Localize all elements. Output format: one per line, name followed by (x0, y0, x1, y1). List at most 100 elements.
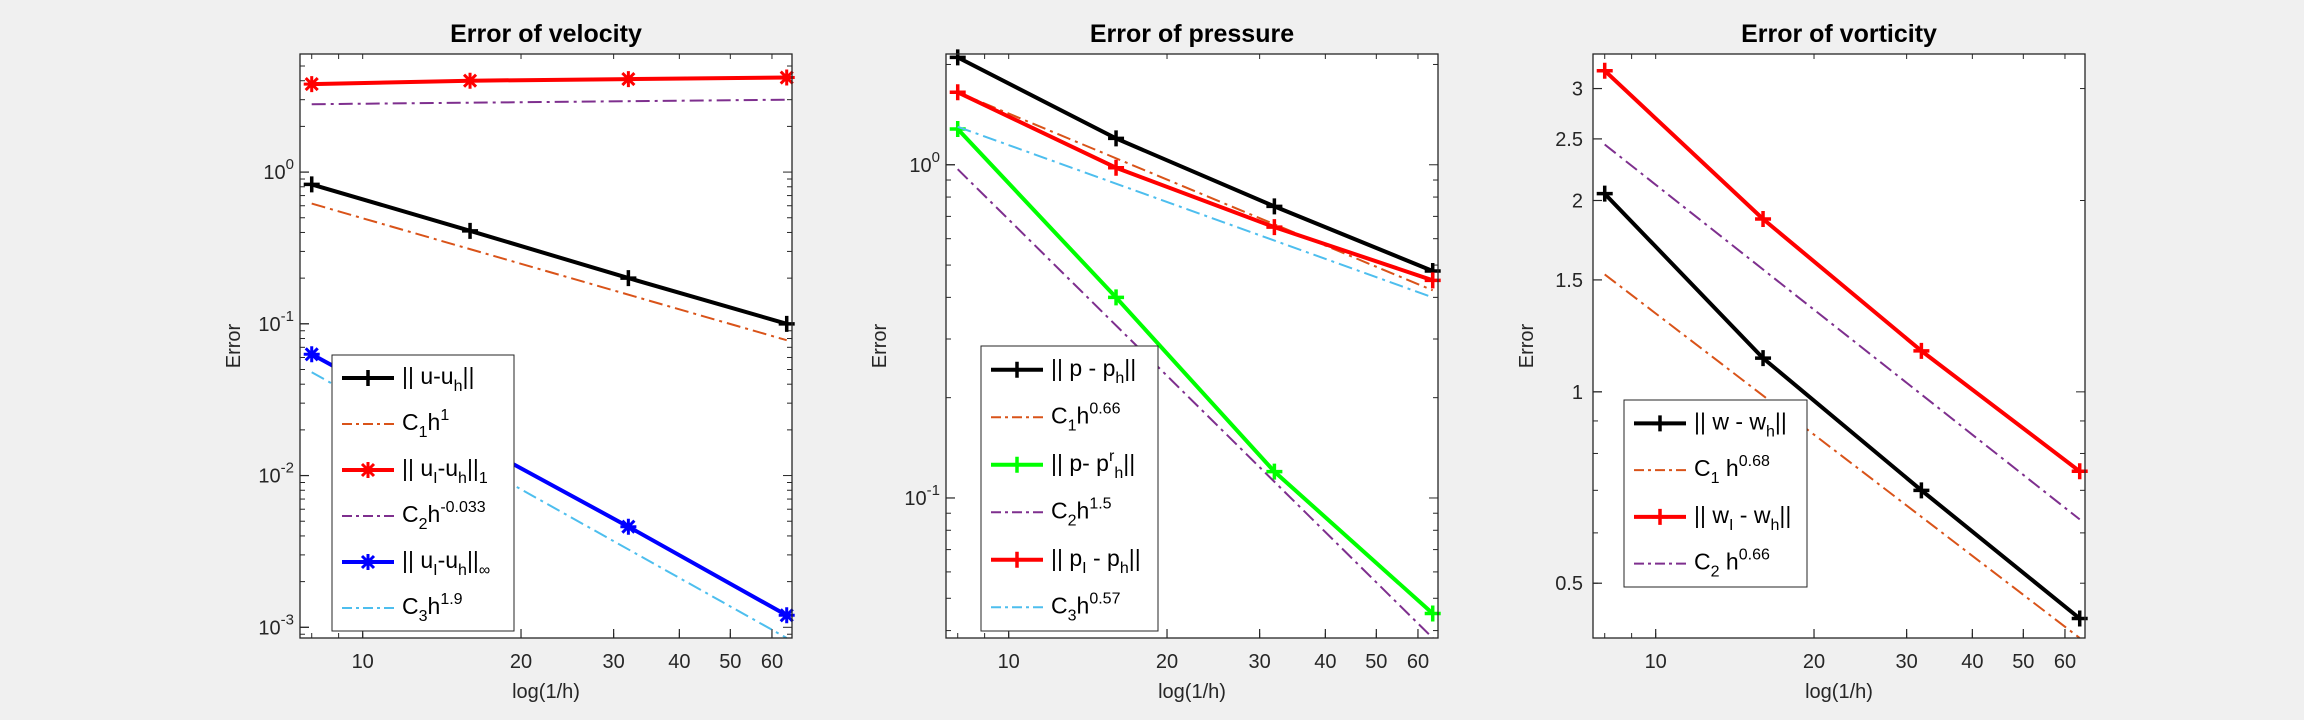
x-tick-label: 30 (1896, 651, 1918, 673)
y-tick-label: 100 (909, 149, 940, 177)
x-tick-label: 30 (1249, 651, 1271, 673)
x-axis-label: log(1/h) (512, 681, 580, 703)
series-group (949, 49, 1441, 639)
legend-marker (360, 370, 376, 386)
x-tick-label: 60 (1407, 651, 1429, 673)
legend-label: C2​h1.5​ (1051, 495, 1112, 529)
x-tick-label: 10 (998, 651, 1020, 673)
series-line-6 (957, 125, 1434, 299)
axes-box (1592, 53, 2086, 639)
legend-label: || u-uh​|| (402, 363, 474, 395)
data-point-marker (1108, 130, 1125, 147)
y-tick-label: 2.5 (1555, 129, 1583, 151)
chart-title: Error of vorticity (1741, 20, 1937, 48)
x-axis-label: log(1/h) (1805, 681, 1873, 703)
chart-panel-3: 10 20 30 40 50 60 0.5 1 1.5 2 2.5 3 Error of vortici… (1516, 20, 2088, 703)
legend-label: C2​h-0.033​ (402, 499, 486, 533)
data-point-marker (1913, 342, 1930, 359)
series-line-1 (311, 182, 788, 326)
y-tick-label: 1 (1572, 382, 1583, 404)
series-group (1596, 62, 2088, 639)
legend-box (980, 345, 1159, 632)
data-point-marker (1913, 482, 1930, 499)
series-line-2 (957, 91, 1434, 292)
series-line-4 (311, 98, 787, 106)
data-point-marker (1266, 219, 1283, 236)
y-tick-label: 0.5 (1555, 573, 1583, 595)
y-axis-label: Error (869, 323, 891, 368)
series-line-3 (1603, 69, 2081, 473)
data-point-marker (1596, 185, 1613, 202)
x-tick-label: 30 (603, 651, 625, 673)
data-point-marker (1108, 159, 1125, 176)
data-point-marker (1596, 62, 1613, 79)
legend-marker (1652, 508, 1668, 525)
chart-panel-2: 10 20 30 40 50 60 10-1 100 Error of pressure log(… (869, 20, 1441, 703)
legend-label: C1​h1​ (402, 407, 449, 441)
series-group (303, 69, 795, 639)
data-point-marker (303, 76, 320, 93)
y-tick-label: 1.5 (1555, 270, 1583, 292)
legend-label: C3​h0.57​ (1051, 590, 1121, 624)
y-axis-label: Error (223, 323, 245, 368)
data-point-marker (620, 71, 637, 88)
legend-marker (1009, 551, 1025, 568)
chart-panel-1: 10 20 30 40 50 60 10-3 10-2 10-1 100 Error of velo… (223, 20, 795, 703)
data-point-marker (1755, 350, 1772, 367)
series-line-3 (956, 127, 1435, 615)
x-tick-label: 50 (719, 651, 741, 673)
legend-label: || p - ph​|| (1051, 355, 1136, 387)
data-point-marker (462, 72, 479, 89)
legend-label: C3​h1.9​ (402, 591, 463, 625)
data-point-marker (303, 176, 320, 193)
y-tick-label: 2 (1572, 190, 1583, 212)
data-point-marker (620, 518, 637, 535)
series-line-2 (311, 202, 787, 342)
y-tick-label: 100 (263, 156, 294, 184)
x-axis-label: log(1/h) (1158, 681, 1226, 703)
y-tick-label: 10-2 (258, 460, 294, 488)
series-line-4 (1604, 143, 2081, 521)
data-point-marker (1266, 198, 1283, 215)
data-point-marker (1266, 463, 1283, 480)
data-point-marker (620, 270, 637, 287)
x-tick-label: 20 (1156, 651, 1178, 673)
legend-label: C2​ h0.66​ (1694, 547, 1770, 581)
legend-box (331, 354, 515, 632)
chart-title: Error of pressure (1090, 20, 1294, 48)
x-tick-label: 40 (1314, 651, 1336, 673)
series-line-4 (956, 168, 1434, 639)
legend-label: || p- pr​h​|| (1051, 448, 1135, 482)
x-tick-label: 20 (1803, 651, 1825, 673)
legend-label: C1​h0.66​ (1051, 400, 1121, 434)
legend-marker (1009, 456, 1025, 473)
x-tick-label: 40 (1961, 651, 1983, 673)
y-axis-label: Error (1516, 323, 1538, 368)
series-line-1 (956, 55, 1434, 273)
legend-marker (1652, 415, 1668, 432)
data-point-marker (462, 222, 479, 239)
data-point-marker (1755, 211, 1772, 228)
legend-label: || uI​-uh​||∞​ (402, 547, 490, 579)
y-tick-label: 10-1 (904, 482, 940, 510)
data-point-marker (778, 69, 795, 86)
x-tick-label: 10 (352, 651, 374, 673)
axes-box (299, 53, 793, 639)
chart-title: Error of velocity (450, 20, 642, 48)
legend-marker (1009, 361, 1025, 378)
x-tick-label: 20 (510, 651, 532, 673)
y-tick-label: 10-1 (258, 308, 294, 336)
legend: || w - wh​|| C1​ h0.68​ || wI​ - wh​|| C2​ … (1623, 399, 1808, 588)
x-tick-label: 60 (761, 651, 783, 673)
axes-box (945, 53, 1439, 639)
legend-label: || wI​ - wh​|| (1694, 502, 1791, 534)
legend-marker (360, 554, 376, 570)
data-point-marker (949, 84, 966, 101)
x-tick-label: 60 (2054, 651, 2076, 673)
y-tick-label: 10-3 (258, 611, 294, 639)
data-point-marker (949, 49, 966, 66)
legend-label: || pI​ - ph​|| (1051, 545, 1141, 577)
x-tick-label: 50 (1365, 651, 1387, 673)
legend: || p - ph​|| C1​h0.66​ || p- pr​h​|| C2​h1.… (980, 345, 1159, 632)
